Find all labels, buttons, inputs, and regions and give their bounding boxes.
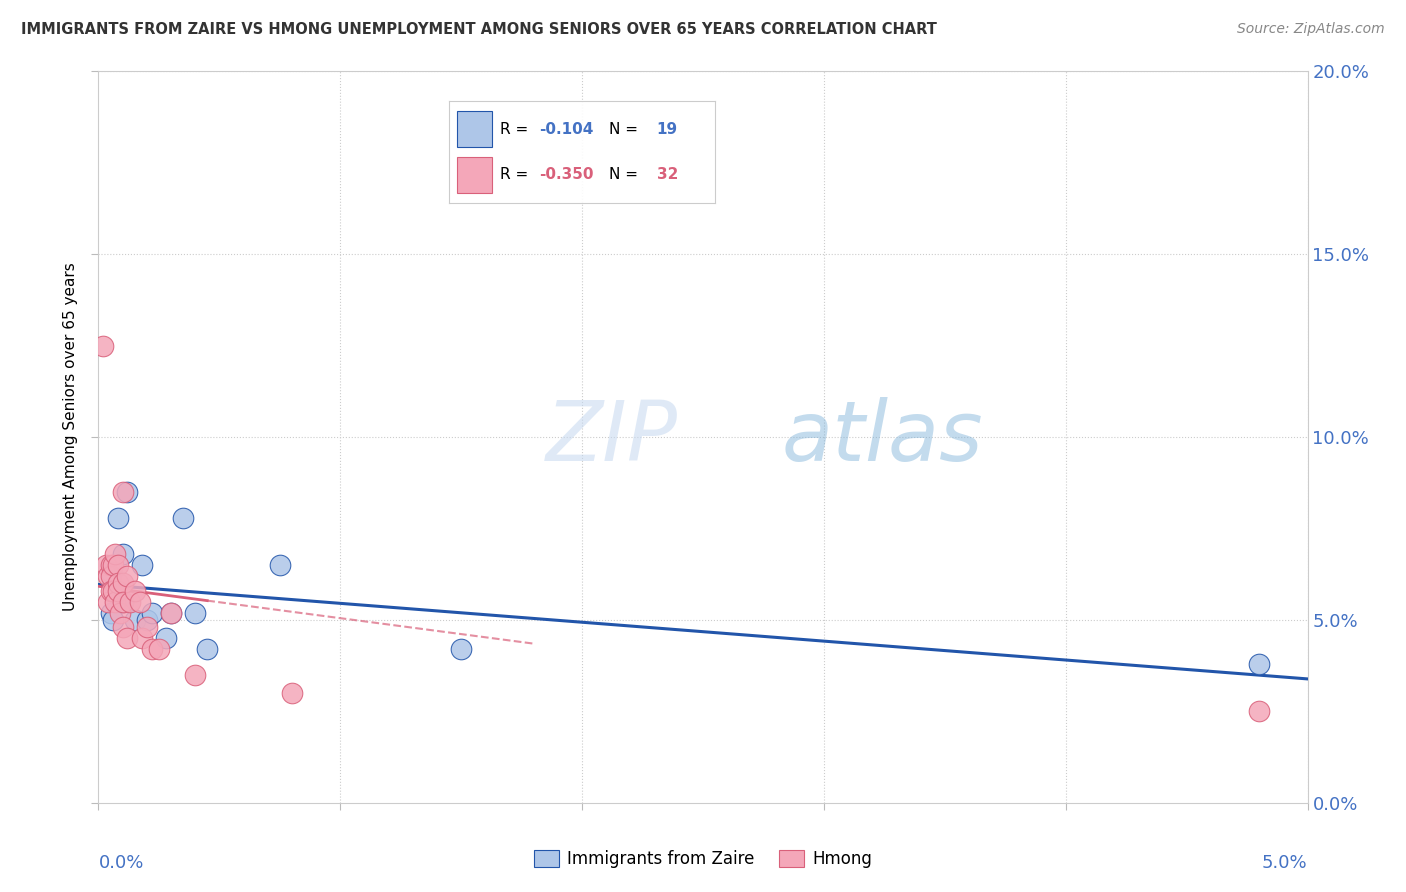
Point (118, 594, 141, 608)
Point (128, 594, 150, 608)
Point (100, 583, 122, 598)
Text: 0.0%: 0.0% (98, 854, 143, 872)
Point (111, 594, 134, 608)
Point (160, 606, 183, 620)
Point (91, 338, 114, 352)
Point (117, 569, 139, 583)
Point (111, 620, 134, 634)
Point (108, 606, 131, 620)
Point (155, 632, 177, 646)
Point (148, 642, 170, 657)
Point (160, 606, 183, 620)
Point (107, 558, 129, 573)
Point (97, 594, 120, 608)
Text: ZIP: ZIP (546, 397, 678, 477)
Point (100, 606, 122, 620)
Point (281, 686, 304, 700)
Y-axis label: Unemployment Among Seniors over 65 years: Unemployment Among Seniors over 65 years (63, 263, 79, 611)
Point (104, 594, 127, 608)
Point (135, 613, 157, 627)
Point (111, 485, 134, 500)
Point (117, 632, 139, 646)
Point (117, 485, 139, 500)
Point (101, 613, 124, 627)
Text: 5.0%: 5.0% (1263, 854, 1308, 872)
Point (184, 606, 207, 620)
Point (107, 510, 129, 524)
Point (111, 594, 134, 608)
Point (195, 642, 218, 657)
Point (131, 558, 153, 573)
Point (124, 613, 146, 627)
Text: IMMIGRANTS FROM ZAIRE VS HMONG UNEMPLOYMENT AMONG SENIORS OVER 65 YEARS CORRELAT: IMMIGRANTS FROM ZAIRE VS HMONG UNEMPLOYM… (21, 22, 936, 37)
Point (94, 558, 117, 573)
Point (184, 667, 207, 681)
Point (111, 547, 134, 561)
Point (104, 547, 127, 561)
Point (97, 569, 120, 583)
Point (1249, 705, 1271, 719)
Point (111, 576, 134, 591)
Text: atlas: atlas (782, 397, 983, 477)
Point (450, 642, 472, 657)
Point (141, 642, 163, 657)
Point (100, 569, 122, 583)
Point (101, 558, 124, 573)
Point (1249, 657, 1271, 671)
Point (107, 576, 129, 591)
Legend: Immigrants from Zaire, Hmong: Immigrants from Zaire, Hmong (527, 844, 879, 875)
Point (100, 558, 122, 573)
Text: Source: ZipAtlas.com: Source: ZipAtlas.com (1237, 22, 1385, 37)
Point (141, 606, 163, 620)
Point (172, 510, 194, 524)
Point (107, 583, 129, 598)
Point (269, 558, 291, 573)
Point (101, 583, 124, 598)
Point (124, 583, 146, 598)
Point (131, 632, 153, 646)
Point (135, 620, 157, 634)
Point (100, 566, 122, 580)
